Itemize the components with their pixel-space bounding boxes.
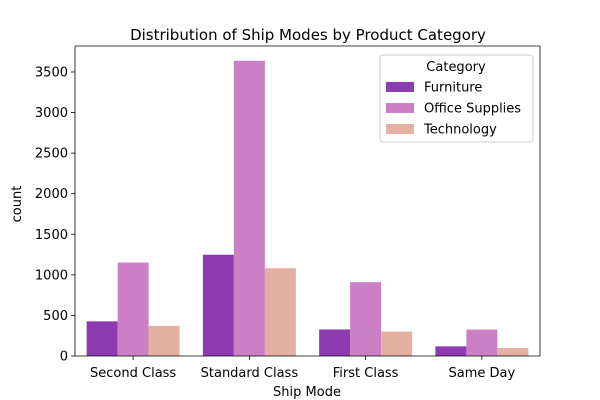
y-axis-label: count <box>10 186 25 223</box>
bar-technology-3 <box>497 348 529 356</box>
x-axis: Second Class Standard Class First Class Sam… <box>90 356 516 381</box>
x-tick-label: First Class <box>333 366 399 381</box>
bar-office-supplies-0 <box>117 262 149 356</box>
legend-label: Furniture <box>424 81 482 96</box>
chart-title: Distribution of Ship Modes by Product Ca… <box>130 26 486 44</box>
legend-swatch <box>386 82 414 92</box>
y-tick-label: 2500 <box>35 147 68 162</box>
bar-office-supplies-2 <box>350 282 382 356</box>
x-axis-label: Ship Mode <box>273 385 341 400</box>
bar-technology-2 <box>381 331 413 356</box>
y-axis: 0 500 1000 1500 2000 2500 3000 3500 <box>35 65 75 365</box>
y-tick-label: 3500 <box>35 65 68 80</box>
legend-swatch <box>386 124 414 134</box>
y-tick-label: 500 <box>43 309 68 324</box>
y-tick-label: 1000 <box>35 268 68 283</box>
bar-office-supplies-3 <box>466 329 498 356</box>
x-tick-label: Second Class <box>90 366 176 381</box>
bar-technology-0 <box>148 325 180 356</box>
bar-office-supplies-1 <box>233 60 265 357</box>
bar-furniture-1 <box>202 254 234 356</box>
bars-group <box>86 60 529 357</box>
bar-furniture-3 <box>435 346 467 356</box>
legend-label: Office Supplies <box>424 102 521 117</box>
x-tick-label: Standard Class <box>201 366 299 381</box>
legend: Category Furniture Office Supplies Technol… <box>379 54 534 143</box>
y-tick-label: 3000 <box>35 106 68 121</box>
y-tick-label: 1500 <box>35 228 68 243</box>
legend-title: Category <box>426 60 486 75</box>
y-tick-label: 2000 <box>35 187 68 202</box>
legend-frame <box>379 54 534 143</box>
legend-label: Technology <box>423 123 497 138</box>
y-tick-label: 0 <box>60 350 68 365</box>
bar-furniture-0 <box>86 321 118 356</box>
bar-technology-1 <box>264 268 296 356</box>
x-tick-label: Same Day <box>449 366 516 381</box>
legend-swatch <box>386 103 414 113</box>
bar-furniture-2 <box>319 329 351 356</box>
